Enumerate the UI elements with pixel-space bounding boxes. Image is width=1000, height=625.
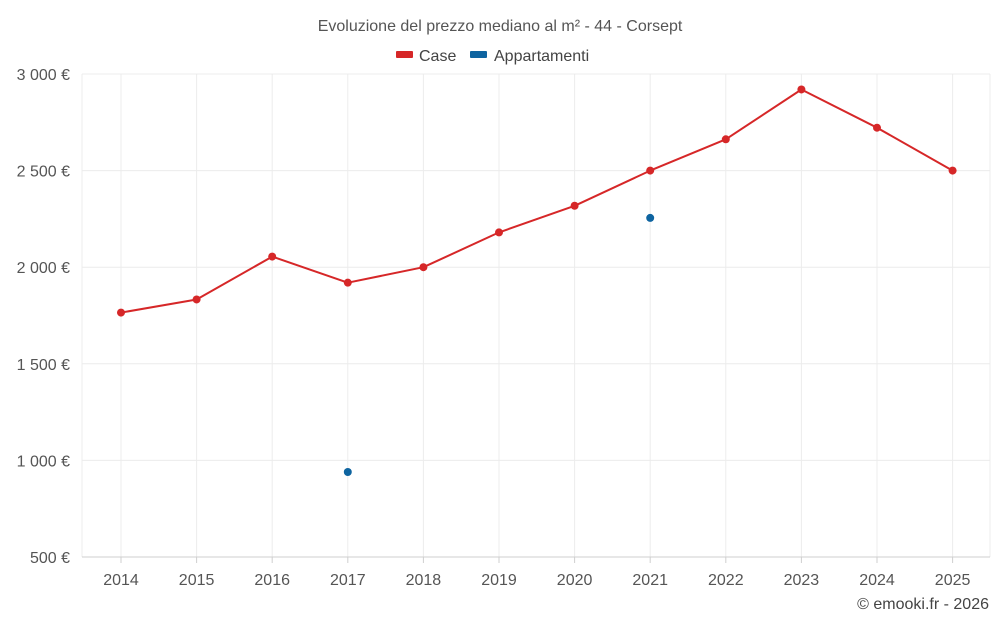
data-point-case[interactable] (117, 308, 125, 317)
x-tick-label: 2025 (935, 572, 971, 589)
legend-label-appartamenti: Appartamenti (494, 48, 589, 65)
x-tick-label: 2015 (179, 572, 215, 589)
x-tick-label: 2016 (254, 572, 290, 589)
data-point-case[interactable] (495, 228, 503, 237)
series (117, 85, 957, 476)
y-tick-label: 2 500 € (17, 164, 70, 181)
legend-swatch-case (396, 51, 413, 58)
data-point-case[interactable] (873, 123, 881, 132)
data-point-case[interactable] (797, 85, 806, 94)
y-tick-label: 2 000 € (17, 260, 70, 277)
legend-swatch-appartamenti (470, 51, 487, 58)
legend-label-case: Case (419, 48, 456, 65)
data-point-case[interactable] (419, 263, 428, 272)
x-tick-label: 2020 (557, 572, 593, 589)
gridlines (82, 73, 990, 557)
chart-title: Evoluzione del prezzo mediano al m² - 44… (318, 18, 683, 35)
credit-text: © emooki.fr - 2026 (857, 596, 989, 613)
x-tick-label: 2017 (330, 572, 366, 589)
legend: Case Appartamenti (396, 48, 589, 65)
data-point-appartamenti[interactable] (646, 213, 655, 222)
data-point-appartamenti[interactable] (343, 467, 352, 476)
y-tick-label: 3 000 € (17, 67, 70, 84)
x-tick-label: 2019 (481, 572, 517, 589)
x-tick-label: 2024 (859, 572, 895, 589)
x-tick-label: 2018 (406, 572, 442, 589)
data-point-case[interactable] (721, 135, 730, 144)
y-tick-label: 500 € (30, 550, 70, 567)
data-point-case[interactable] (646, 166, 655, 175)
series-line-case (120, 88, 954, 314)
x-tick-label: 2023 (784, 572, 820, 589)
data-point-case[interactable] (268, 252, 277, 261)
x-tick-label: 2021 (632, 572, 668, 589)
y-tick-label: 1 000 € (17, 453, 70, 470)
data-point-case[interactable] (343, 278, 352, 287)
axes: 500 € 1 000 € 1 500 € 2 000 € 2 500 € 3 000 €… (17, 67, 991, 589)
y-tick-label: 1 500 € (17, 357, 70, 374)
x-tick-label: 2014 (103, 572, 139, 589)
data-point-case[interactable] (948, 166, 957, 175)
legend-item-case[interactable]: Case (396, 48, 456, 65)
x-tick-label: 2022 (708, 572, 744, 589)
data-point-case[interactable] (570, 201, 579, 210)
data-point-case[interactable] (192, 295, 201, 304)
legend-item-appartamenti[interactable]: Appartamenti (470, 48, 589, 65)
